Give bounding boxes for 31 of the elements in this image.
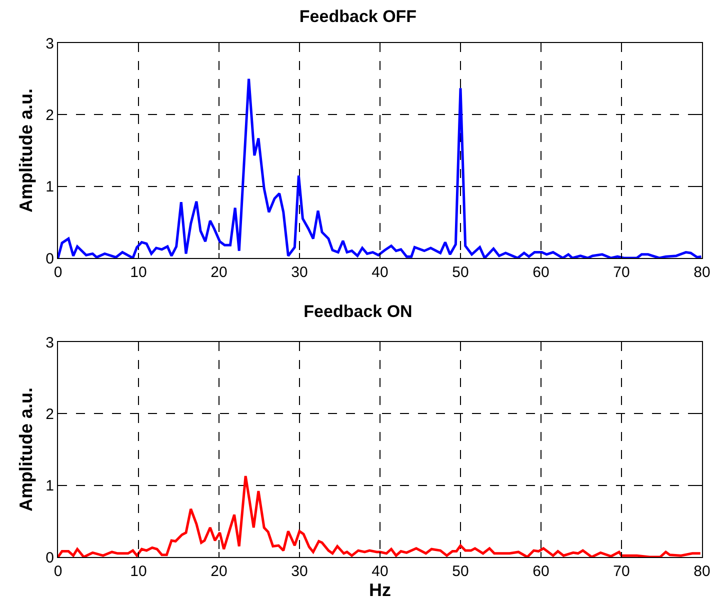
line-series: [58, 78, 702, 258]
y-tick-label: 3: [46, 334, 54, 352]
y-tick-label: 1: [46, 478, 54, 495]
y-tick-label: 3: [46, 35, 54, 52]
x-tick-label: 60: [532, 563, 550, 580]
x-tick-label: 40: [372, 563, 388, 580]
y-tick-label: 0: [46, 250, 54, 268]
y-axis-title: Amplitude a.u.: [16, 88, 36, 213]
y-tick-label: 1: [46, 178, 54, 196]
y-tick-label: 0: [46, 549, 54, 566]
x-tick-label: 70: [613, 563, 630, 580]
x-tick-label: 50: [452, 264, 469, 281]
x-tick-label: 30: [291, 264, 308, 281]
x-tick-label: 20: [210, 264, 228, 281]
x-axis-title: Hz: [369, 580, 391, 600]
y-axis-title: Amplitude a.u.: [16, 387, 36, 512]
x-tick-label: 50: [452, 563, 469, 580]
y-tick-label: 2: [46, 106, 54, 124]
y-tick-label: 2: [46, 406, 54, 423]
x-tick-label: 70: [613, 264, 630, 281]
x-tick-label: 60: [532, 264, 550, 281]
x-tick-label: 10: [130, 563, 147, 580]
x-tick-label: 20: [210, 563, 228, 580]
x-tick-label: 30: [291, 563, 308, 580]
x-tick-label: 80: [694, 563, 710, 580]
x-tick-label: 80: [694, 264, 710, 281]
chart-title: Feedback ON: [304, 302, 412, 321]
line-series: [58, 474, 702, 557]
x-tick-label: 10: [130, 264, 147, 281]
chart-title: Feedback OFF: [299, 6, 417, 26]
x-tick-label: 40: [372, 264, 388, 281]
